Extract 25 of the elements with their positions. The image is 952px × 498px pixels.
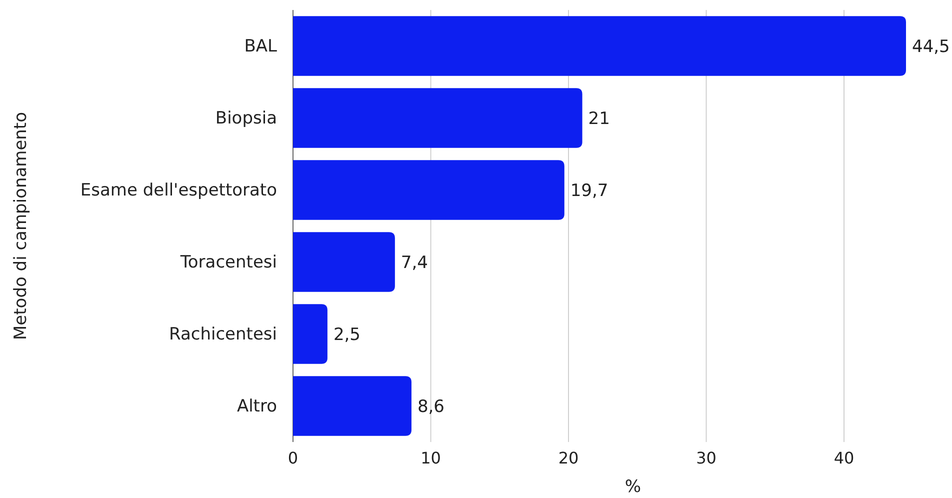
y-tick-label: Biopsia (215, 108, 277, 128)
data-label: 7,4 (400, 252, 428, 273)
x-tick-label: 20 (558, 448, 579, 468)
data-label: 8,6 (417, 396, 445, 417)
bar (293, 88, 582, 148)
x-tick-label: 0 (288, 448, 298, 468)
x-tick-label: 10 (420, 448, 441, 468)
y-axis-title: Metodo di campionamento (11, 112, 31, 340)
y-tick-label: Altro (236, 396, 277, 416)
y-tick-label: Esame dell'espettorato (80, 180, 277, 200)
x-tick-label: 40 (834, 448, 854, 468)
bar (293, 376, 412, 436)
y-tick-label: Toracentesi (179, 252, 277, 272)
bar (293, 16, 906, 76)
x-axis-title: % (624, 477, 642, 497)
x-tick-label: 30 (696, 448, 716, 468)
data-label: 44,5 (912, 36, 950, 57)
bar (293, 232, 395, 292)
y-tick-label: Rachicentesi (169, 324, 277, 344)
data-label: 19,7 (570, 180, 608, 201)
data-label: 21 (588, 108, 610, 129)
bar (293, 304, 328, 364)
y-tick-label: BAL (244, 36, 278, 56)
bar (293, 160, 564, 220)
data-label: 2,5 (333, 324, 360, 345)
